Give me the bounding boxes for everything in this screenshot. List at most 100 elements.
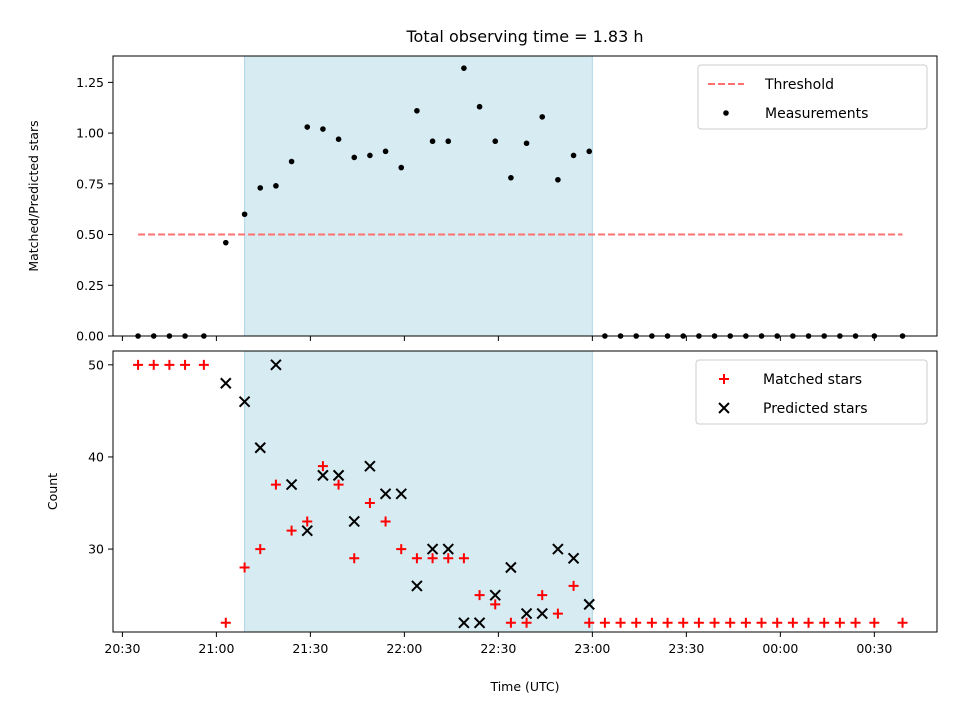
predicted-point xyxy=(411,580,423,592)
matched-point xyxy=(803,617,814,628)
predicted-point xyxy=(220,377,232,389)
predicted-point xyxy=(520,607,533,620)
legend-label: Matched stars xyxy=(763,372,862,388)
measurement-point xyxy=(492,138,499,145)
y-tick-label: 30 xyxy=(88,542,104,557)
measurement-point xyxy=(335,136,342,142)
legend-matched-marker xyxy=(719,374,729,384)
legend-predicted-marker xyxy=(718,402,730,414)
y-tick-label: 0.75 xyxy=(76,176,104,191)
measurement-point xyxy=(398,164,405,171)
matched-point xyxy=(678,617,689,628)
measurement-point xyxy=(367,152,373,159)
matched-point xyxy=(333,479,344,490)
observing-window xyxy=(244,350,593,633)
matched-point xyxy=(787,617,798,628)
matched-point xyxy=(458,553,469,564)
bottom-panel: 20:30 21:00 21:30 22:00 22:30 23:00 23:30 00:00… xyxy=(45,350,938,656)
measurement-point xyxy=(555,176,561,183)
measurement-point xyxy=(461,65,467,71)
matched-point xyxy=(615,617,626,628)
legend-label: Predicted stars xyxy=(763,401,868,417)
matched-point xyxy=(505,617,516,628)
plot-frame xyxy=(112,350,938,633)
matched-point xyxy=(897,617,908,628)
y-tick-label: 0.00 xyxy=(76,329,104,344)
matched-point xyxy=(740,617,751,628)
predicted-point xyxy=(426,543,439,555)
matched-point xyxy=(772,617,783,628)
matched-point xyxy=(709,617,720,628)
matched-point xyxy=(148,359,159,370)
y-tick-label: 50 xyxy=(88,357,104,372)
y-tick-label: 0.25 xyxy=(76,278,104,293)
matched-point xyxy=(270,479,281,490)
predicted-point xyxy=(348,515,360,528)
matched-point xyxy=(819,617,830,628)
measurement-point xyxy=(539,114,546,120)
matched-point xyxy=(302,516,313,527)
matched-point xyxy=(537,590,548,601)
measurement-point xyxy=(382,148,389,155)
observing-window xyxy=(244,55,593,337)
predicted-point xyxy=(536,607,548,620)
predicted-point xyxy=(285,478,298,491)
y-axis-label: Matched/Predicted stars xyxy=(26,120,41,271)
predicted-point xyxy=(552,543,564,555)
predicted-point xyxy=(301,524,313,537)
measurement-point xyxy=(586,148,593,155)
matched-point xyxy=(198,359,209,370)
matched-point xyxy=(869,617,880,628)
matched-point xyxy=(239,562,250,573)
predicted-point xyxy=(583,598,595,611)
matched-point xyxy=(427,553,438,564)
measurement-point xyxy=(273,183,279,189)
matched-point xyxy=(380,516,391,527)
matched-point xyxy=(693,617,704,628)
matched-point xyxy=(164,359,175,370)
measurement-point xyxy=(222,239,229,246)
matched-point xyxy=(646,617,657,628)
predicted-point xyxy=(238,395,251,408)
legend-measurement-marker xyxy=(723,110,729,116)
legend-label: Threshold xyxy=(764,77,834,93)
matched-point xyxy=(521,617,532,628)
predicted-point xyxy=(489,589,501,601)
predicted-point xyxy=(317,469,329,482)
measurement-point xyxy=(508,174,514,181)
matched-point xyxy=(584,617,595,628)
matched-point xyxy=(255,544,266,555)
predicted-point xyxy=(442,543,454,555)
predicted-point xyxy=(505,561,517,574)
predicted-point xyxy=(270,359,282,371)
top-panel: 0.00 0.25 0.50 0.75 1.00 1.25 Matched/Predicte… xyxy=(26,55,938,344)
y-tick-label: 0.50 xyxy=(76,227,104,242)
measurement-point xyxy=(257,185,264,191)
x-tick-label: 23:00 xyxy=(574,641,610,656)
matched-point xyxy=(568,580,579,591)
matched-point xyxy=(850,617,861,628)
x-tick-label: 23:30 xyxy=(668,641,704,656)
legend-label: Measurements xyxy=(765,106,868,122)
predicted-point xyxy=(254,442,266,454)
measurement-point xyxy=(288,158,295,165)
matched-point xyxy=(396,544,407,555)
predicted-point xyxy=(458,617,470,629)
matched-point xyxy=(220,617,231,628)
matched-point xyxy=(599,617,610,628)
y-tick-label: 1.25 xyxy=(76,75,104,90)
chart-title: Total observing time = 1.83 h xyxy=(405,27,643,46)
matched-point xyxy=(631,617,642,628)
predicted-point xyxy=(379,488,392,500)
measurement-point xyxy=(351,154,358,161)
predicted-point xyxy=(473,617,486,629)
x-axis-label: Time (UTC) xyxy=(489,679,559,694)
measurement-point xyxy=(445,138,452,145)
measurement-point xyxy=(241,211,248,218)
matched-point xyxy=(443,553,454,564)
matched-point xyxy=(349,553,360,564)
predicted-point xyxy=(567,552,580,565)
matched-point xyxy=(552,608,563,619)
x-tick-label: 22:00 xyxy=(386,641,422,656)
